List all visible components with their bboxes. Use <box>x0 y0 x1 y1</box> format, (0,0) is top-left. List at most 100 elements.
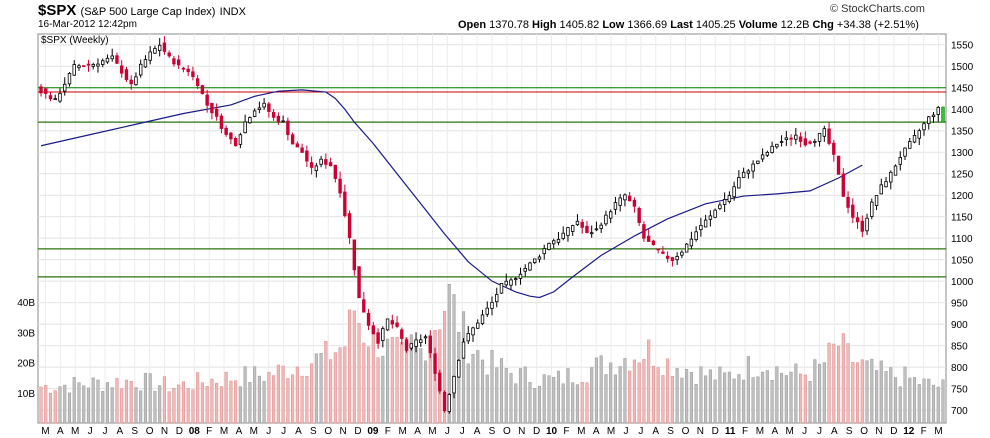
candle-body <box>167 52 171 57</box>
candle-body <box>789 137 793 140</box>
y-tick-label: 950 <box>951 299 968 310</box>
candle-body <box>343 191 347 217</box>
volume-bar <box>723 372 727 424</box>
volume-bar <box>153 390 157 424</box>
volume-bar <box>547 375 551 424</box>
volume-bar <box>837 345 841 424</box>
x-tick-label: O <box>146 426 154 437</box>
volume-bar <box>480 359 485 424</box>
y-tick-label: 850 <box>951 342 968 353</box>
quote-value-chg: +34.38 (+2.51%) <box>836 19 919 31</box>
candle-body <box>760 154 765 160</box>
candle-body <box>694 231 698 240</box>
volume-bar <box>879 360 883 424</box>
volume-bar <box>865 360 869 424</box>
volume-bar <box>262 381 266 424</box>
last-candle <box>941 106 945 123</box>
candle-body <box>224 127 228 135</box>
volume-bar <box>400 342 404 424</box>
candle-body <box>580 221 584 228</box>
candle-body <box>851 204 855 218</box>
candle-body <box>684 243 689 253</box>
candle-body <box>756 160 760 164</box>
candle-body <box>751 163 755 172</box>
volume-bar <box>471 353 475 424</box>
candle-body <box>922 123 926 131</box>
volume-bar <box>314 353 318 424</box>
candle-body <box>257 107 262 110</box>
volume-bar <box>148 373 152 424</box>
volume-bar <box>704 375 708 424</box>
volume-bar <box>775 366 779 424</box>
volume-bar <box>181 381 185 424</box>
volume-bar <box>585 382 589 424</box>
candle-body <box>884 181 888 188</box>
volume-bar <box>238 386 242 424</box>
candle-body <box>518 273 523 279</box>
candle-body <box>162 42 167 52</box>
candle-body <box>665 255 670 259</box>
candle-body <box>63 83 67 92</box>
candle-body <box>713 209 717 218</box>
x-tick-label: D <box>176 426 183 437</box>
x-tick-label: J <box>102 426 107 437</box>
candle-body <box>708 215 713 220</box>
x-tick-label: A <box>474 426 481 437</box>
candle-body <box>604 214 608 225</box>
candle-body <box>210 102 214 114</box>
candle-body <box>314 165 319 171</box>
y-tick-label: 1550 <box>951 41 974 52</box>
candle-body <box>82 65 86 68</box>
candle-body <box>689 238 694 247</box>
candle-body <box>319 158 323 165</box>
volume-bar <box>780 372 784 424</box>
volume-bar <box>452 294 456 424</box>
x-tick-label: O <box>682 426 690 437</box>
volume-bar <box>162 376 166 424</box>
volume-bar <box>504 368 508 424</box>
x-tick-label: O <box>860 426 868 437</box>
volume-bar <box>305 375 309 424</box>
volume-bar <box>941 379 945 424</box>
candle-body <box>362 299 366 313</box>
volume-bar <box>533 388 537 424</box>
candle-body <box>86 63 91 66</box>
volume-bar <box>860 359 864 424</box>
volume-bar <box>272 375 276 424</box>
volume-bar <box>761 371 765 424</box>
candle-body <box>537 256 542 260</box>
candle-body <box>371 325 376 335</box>
quote-value-volume: 12.2B <box>780 19 810 31</box>
x-tick-label: M <box>934 426 942 437</box>
candle-body <box>328 162 333 167</box>
x-tick-label: S <box>310 426 317 437</box>
volume-bar <box>110 387 114 424</box>
volume-bar <box>243 366 247 424</box>
volume-bar <box>874 370 879 424</box>
volume-bar <box>742 379 746 424</box>
candle-body <box>575 220 580 226</box>
volume-bar <box>822 362 826 424</box>
candle-body <box>613 202 618 210</box>
volume-bar <box>794 363 798 424</box>
volume-bar <box>870 358 874 424</box>
candle-body <box>452 376 456 394</box>
candle-body <box>718 204 722 210</box>
candle-body <box>376 332 380 344</box>
candle-body <box>903 147 907 157</box>
candle-body <box>96 63 100 67</box>
candle-body <box>219 115 224 129</box>
volume-bar <box>390 337 394 424</box>
volume-bar <box>210 378 214 424</box>
volume-bar <box>808 381 812 424</box>
volume-bar <box>229 380 233 424</box>
candle-body <box>893 165 898 176</box>
volume-bar <box>851 361 855 424</box>
symbol-title: $SPX (S&P 500 Large Cap Index) INDX <box>38 2 246 19</box>
volume-bar <box>124 379 129 424</box>
volume-bar <box>39 386 43 424</box>
x-tick-label: J <box>638 426 643 437</box>
x-tick-label: M <box>41 426 49 437</box>
y-tick-label: 1500 <box>951 62 974 73</box>
x-tick-label: M <box>607 426 615 437</box>
